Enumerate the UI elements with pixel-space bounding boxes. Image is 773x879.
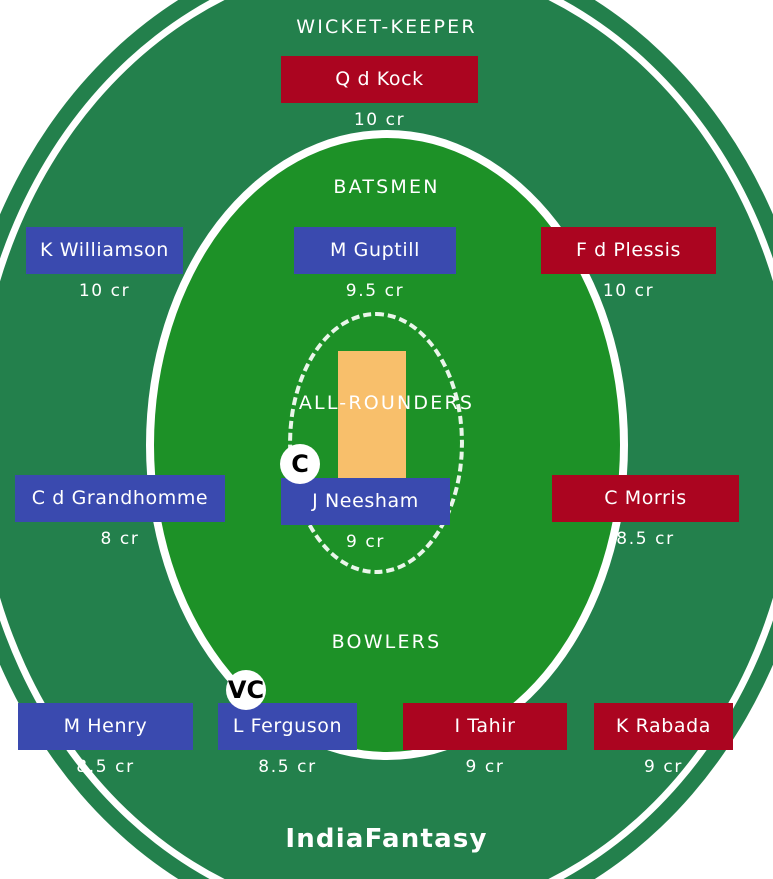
player-credit: 9 cr xyxy=(465,757,505,777)
player-name-chip[interactable]: Q d Kock xyxy=(281,56,478,103)
player-card-m-henry[interactable]: M Henry 8.5 cr xyxy=(18,703,193,777)
player-card-i-tahir[interactable]: I Tahir 9 cr xyxy=(403,703,567,777)
player-credit: 8 cr xyxy=(100,529,140,549)
player-card-q-d-kock[interactable]: Q d Kock 10 cr xyxy=(281,56,478,130)
player-card-k-rabada[interactable]: K Rabada 9 cr xyxy=(594,703,733,777)
player-name-chip[interactable]: M Henry xyxy=(18,703,193,750)
pitch xyxy=(338,351,406,479)
player-credit: 8.5 cr xyxy=(76,757,135,777)
player-credit: 10 cr xyxy=(78,281,131,301)
player-name-chip[interactable]: I Tahir xyxy=(403,703,567,750)
player-name-chip[interactable]: M Guptill xyxy=(294,227,456,274)
player-credit: 8.5 cr xyxy=(258,757,317,777)
player-credit: 8.5 cr xyxy=(616,529,675,549)
player-card-j-neesham[interactable]: J Neesham 9 cr xyxy=(281,478,450,552)
player-card-l-ferguson[interactable]: L Ferguson 8.5 cr xyxy=(218,703,357,777)
player-credit: 10 cr xyxy=(602,281,655,301)
player-name-chip[interactable]: C Morris xyxy=(552,475,739,522)
player-name-chip[interactable]: L Ferguson xyxy=(218,703,357,750)
section-label-batsmen: BATSMEN xyxy=(333,176,440,198)
player-name-chip[interactable]: K Williamson xyxy=(26,227,183,274)
section-label-all-rounders: ALL-ROUNDERS xyxy=(298,392,475,414)
player-card-c-morris[interactable]: C Morris 8.5 cr xyxy=(552,475,739,549)
player-credit: 10 cr xyxy=(353,110,406,130)
player-name-chip[interactable]: F d Plessis xyxy=(541,227,716,274)
player-card-c-d-grandhomme[interactable]: C d Grandhomme 8 cr xyxy=(15,475,225,549)
player-card-m-guptill[interactable]: M Guptill 9.5 cr xyxy=(294,227,456,301)
player-name-chip[interactable]: C d Grandhomme xyxy=(15,475,225,522)
player-name-chip[interactable]: J Neesham xyxy=(281,478,450,525)
section-label-wicket-keeper: WICKET-KEEPER xyxy=(296,16,477,38)
vice-captain-badge: VC xyxy=(226,670,266,710)
captain-badge: C xyxy=(280,444,320,484)
player-name-chip[interactable]: K Rabada xyxy=(594,703,733,750)
brand-watermark: IndiaFantasy xyxy=(285,824,488,854)
player-credit: 9 cr xyxy=(644,757,683,777)
player-credit: 9.5 cr xyxy=(345,281,405,301)
section-label-bowlers: BOWLERS xyxy=(331,631,442,653)
player-card-f-d-plessis[interactable]: F d Plessis 10 cr xyxy=(541,227,716,301)
thirty-yard-circle xyxy=(288,312,464,574)
player-credit: 9 cr xyxy=(346,532,385,552)
player-card-k-williamson[interactable]: K Williamson 10 cr xyxy=(26,227,183,301)
